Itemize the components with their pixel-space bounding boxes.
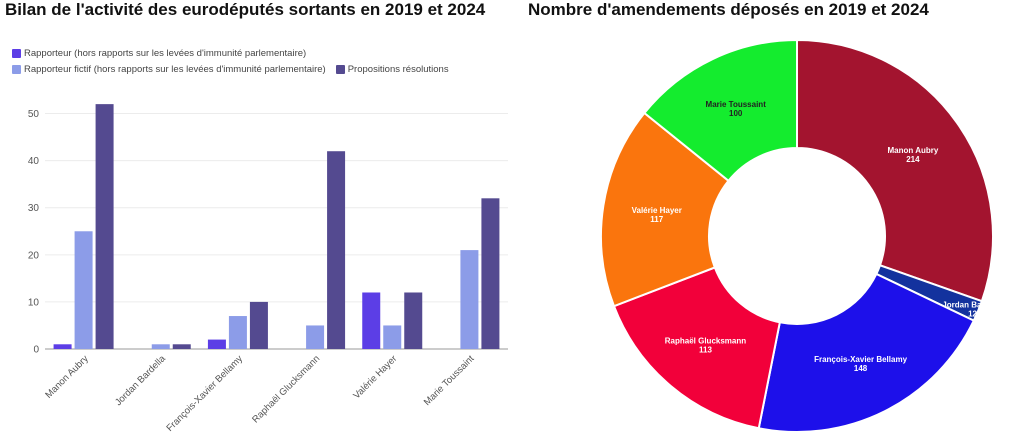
bar-manon-aubry-s2[interactable] (74, 231, 93, 349)
slice-value: 100 (729, 109, 743, 118)
legend-label-propositions: Propositions résolutions (347, 63, 449, 75)
bar-francois-xavier-bellamy-s2[interactable] (228, 316, 247, 349)
bar-chart-legend: Rapporteur (hors rapports sur les levées… (12, 46, 459, 78)
bar-valerie-hayer-s2[interactable] (383, 325, 402, 349)
y-tick-label: 30 (28, 203, 40, 214)
slice-raphael-glucksmann[interactable] (612, 266, 782, 430)
bar-jordan-bardella-s2[interactable] (151, 344, 170, 349)
y-tick-label: 0 (33, 345, 39, 356)
y-tick-label: 50 (28, 109, 40, 120)
legend-swatch-propositions (335, 64, 345, 74)
bar-marie-toussaint-s2[interactable] (460, 250, 479, 349)
y-tick-label: 40 (28, 156, 40, 167)
bar-valerie-hayer-s3[interactable] (404, 292, 423, 349)
bar-marie-toussaint-s3[interactable] (481, 198, 500, 349)
bar-manon-aubry-s1[interactable] (53, 344, 72, 349)
slice-francois-xavier-bellamy[interactable] (757, 272, 976, 433)
slice-value: 113 (699, 346, 712, 355)
bar-chart-title: Bilan de l'activité des eurodéputés sort… (5, 0, 486, 19)
bar-valerie-hayer-s1[interactable] (362, 292, 381, 349)
slice-label: Manon Aubry (888, 146, 939, 155)
slice-label: François-Xavier Bellamy (814, 355, 907, 364)
y-tick-label: 10 (28, 297, 40, 308)
slice-valerie-hayer[interactable] (600, 111, 730, 308)
legend-label-rapporteur-fictif: Rapporteur fictif (hors rapports sur les… (24, 63, 326, 75)
legend-item-rapporteur[interactable]: Rapporteur (hors rapports sur les levées… (12, 48, 306, 59)
slice-manon-aubry[interactable] (796, 38, 994, 303)
slice-label: Marie Toussaint (706, 100, 767, 109)
bar-manon-aubry-s3[interactable] (95, 104, 114, 349)
bar-raphael-glucksmann-s2[interactable] (306, 325, 325, 349)
donut-chart-title: Nombre d'amendements déposés en 2019 et … (528, 0, 929, 19)
y-tick-label: 20 (28, 250, 40, 261)
slice-label: Jordan Bardella (942, 301, 1003, 310)
legend-swatch-rapporteur-fictif (12, 64, 21, 74)
bar-jordan-bardella-s3[interactable] (172, 344, 191, 349)
slice-label: Valérie Hayer (632, 206, 682, 215)
bar-raphael-glucksmann-s3[interactable] (327, 151, 346, 349)
legend-item-propositions[interactable]: Propositions résolutions (335, 63, 449, 75)
legend-label-rapporteur: Rapporteur (hors rapports sur les levées… (24, 47, 307, 59)
slice-value: 214 (906, 155, 920, 164)
bar-francois-xavier-bellamy-s3[interactable] (249, 301, 268, 349)
slice-value: 12 (968, 310, 977, 319)
slice-value: 117 (650, 215, 663, 224)
slice-label: Raphaël Glucksmann (665, 337, 746, 346)
slice-marie-toussaint[interactable] (642, 38, 798, 183)
legend-swatch-rapporteur (12, 48, 21, 58)
bar-francois-xavier-bellamy-s1[interactable] (207, 339, 226, 349)
legend-item-rapporteur-fictif[interactable]: Rapporteur fictif (hors rapports sur les… (12, 64, 326, 75)
slice-value: 148 (854, 364, 868, 373)
